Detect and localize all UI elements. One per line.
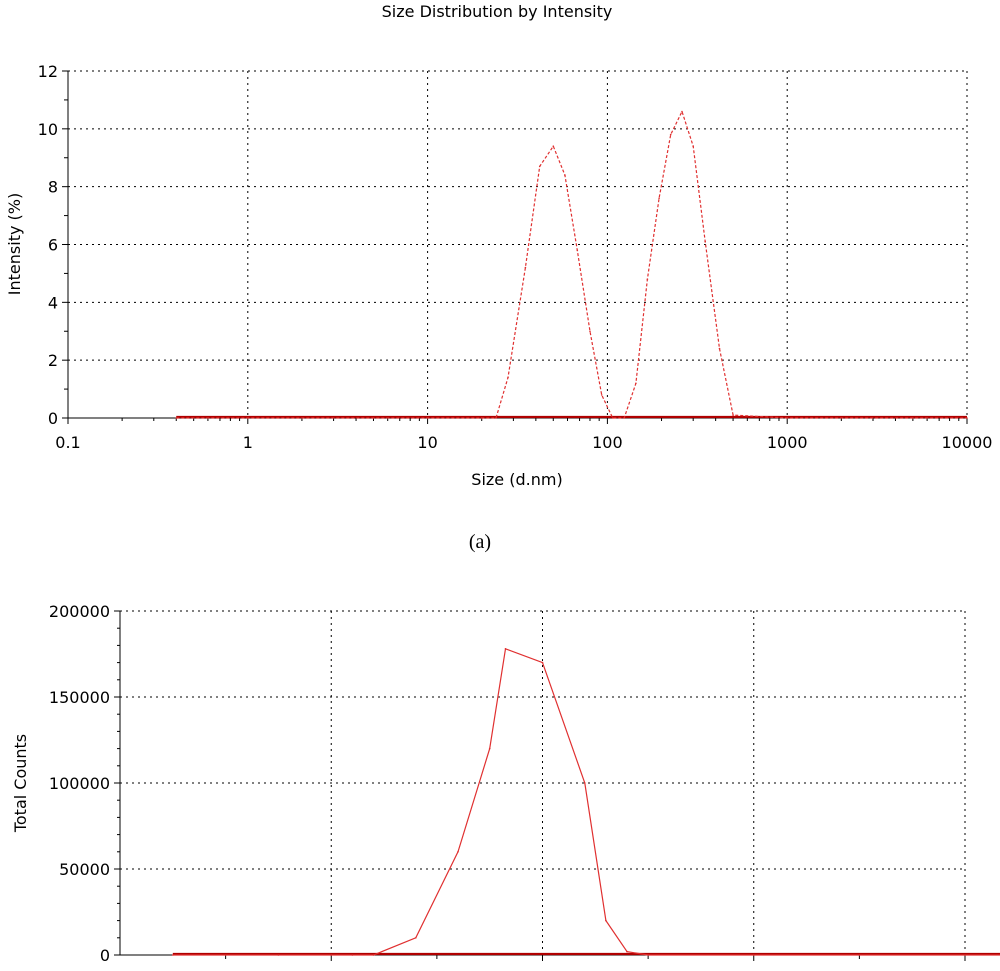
chart-a-point <box>507 376 509 379</box>
chart-a-point <box>564 174 566 176</box>
chart-b-y-tick-label: 100000 <box>49 774 110 793</box>
chart-b-y-tick-label: 150000 <box>49 688 110 707</box>
chart-b-point <box>964 954 966 956</box>
chart-b-y-tick-label: 50000 <box>59 860 110 879</box>
chart-a-point <box>966 417 968 419</box>
chart-a-point <box>480 417 483 419</box>
chart-a-series-line <box>176 109 967 419</box>
chart-a-point <box>718 347 721 350</box>
chart-a-point <box>623 417 625 419</box>
chart-a-x-tick-label: 0.1 <box>55 433 80 452</box>
chart-a-point <box>681 110 683 113</box>
chart-a: Size Distribution by Intensity 0 2 4 6 8 10 12… <box>5 2 992 553</box>
chart-a-point <box>552 145 555 147</box>
chart-a-y-tick-label: 2 <box>48 351 58 370</box>
chart-a-x-label: Size (d.nm) <box>471 470 562 489</box>
chart-b-y-tick-label: 0 <box>100 946 110 965</box>
chart-b-point <box>457 851 459 853</box>
chart-b-y-label: Total Counts <box>11 734 30 833</box>
chart-a-point <box>576 249 579 252</box>
chart-a-point <box>426 417 429 419</box>
chart-b-point <box>351 954 354 956</box>
chart-a-point <box>524 266 527 269</box>
chart-a-point <box>589 330 591 333</box>
chart-a-minor-ticks <box>62 70 968 424</box>
figure-caption-a: (a) <box>469 531 491 553</box>
chart-b-point <box>330 954 333 956</box>
chart-b: 0 50000 100000 150000 200000 Total Counts <box>11 602 1000 965</box>
chart-b-y-tick-label: 200000 <box>49 602 110 621</box>
chart-a-y-tick-label: 8 <box>48 178 58 197</box>
chart-a-y-tick-label: 6 <box>48 236 58 255</box>
chart-b-minor-ticks <box>114 610 966 961</box>
chart-a-y-tick-label: 4 <box>48 293 58 312</box>
chart-b-series-line <box>172 647 1000 956</box>
chart-a-point <box>669 133 672 136</box>
chart-b-points <box>172 648 966 956</box>
chart-b-point <box>415 937 417 939</box>
chart-a-x-tick-label: 1000 <box>767 433 808 452</box>
chart-a-point <box>704 240 706 243</box>
chart-a-point <box>611 417 614 419</box>
chart-a-x-tick-labels: 0.1 1 10 100 1000 10000 <box>55 433 992 452</box>
chart-a-point <box>786 417 788 419</box>
chart-a-point <box>372 417 375 419</box>
chart-b-point <box>172 954 174 956</box>
chart-a-point <box>495 417 497 419</box>
chart-b-point <box>753 954 755 956</box>
chart-b-point <box>605 919 607 922</box>
chart-a-x-tick-label: 1 <box>243 433 253 452</box>
chart-a-point <box>175 417 178 419</box>
chart-a-points <box>175 110 968 419</box>
chart-b-point <box>277 954 280 956</box>
chart-a-title: Size Distribution by Intensity <box>382 2 613 21</box>
chart-b-point <box>504 648 507 650</box>
chart-b-point <box>372 954 375 956</box>
chart-a-y-label: Intensity (%) <box>5 193 24 295</box>
chart-b-point <box>488 747 491 750</box>
chart-a-x-tick-label: 10 <box>417 433 437 452</box>
chart-b-point <box>626 950 628 953</box>
chart-b-point <box>224 954 227 956</box>
chart-b-y-tick-labels: 0 50000 100000 150000 200000 <box>49 602 110 965</box>
chart-a-grid <box>68 70 968 418</box>
chart-a-point <box>635 382 637 385</box>
chart-b-point <box>647 954 649 956</box>
chart-a-x-tick-label: 100 <box>592 433 623 452</box>
chart-b-point <box>541 661 544 664</box>
chart-a-point <box>538 165 541 168</box>
chart-a-x-tick-label: 10000 <box>942 433 993 452</box>
chart-a-y-tick-label: 10 <box>38 120 58 139</box>
chart-a-point <box>732 414 734 416</box>
chart-a-point <box>658 197 660 199</box>
chart-a-point <box>600 394 603 396</box>
chart-a-y-tick-label: 12 <box>38 62 58 81</box>
chart-a-point <box>912 417 914 419</box>
chart-a-y-tick-labels: 0 2 4 6 8 10 12 <box>38 62 58 428</box>
chart-a-point <box>646 278 649 281</box>
chart-a-point <box>247 417 249 419</box>
chart-a-point <box>692 145 694 147</box>
chart-b-point <box>858 954 861 956</box>
chart-a-y-tick-label: 0 <box>48 409 58 428</box>
chart-b-point <box>584 782 586 784</box>
